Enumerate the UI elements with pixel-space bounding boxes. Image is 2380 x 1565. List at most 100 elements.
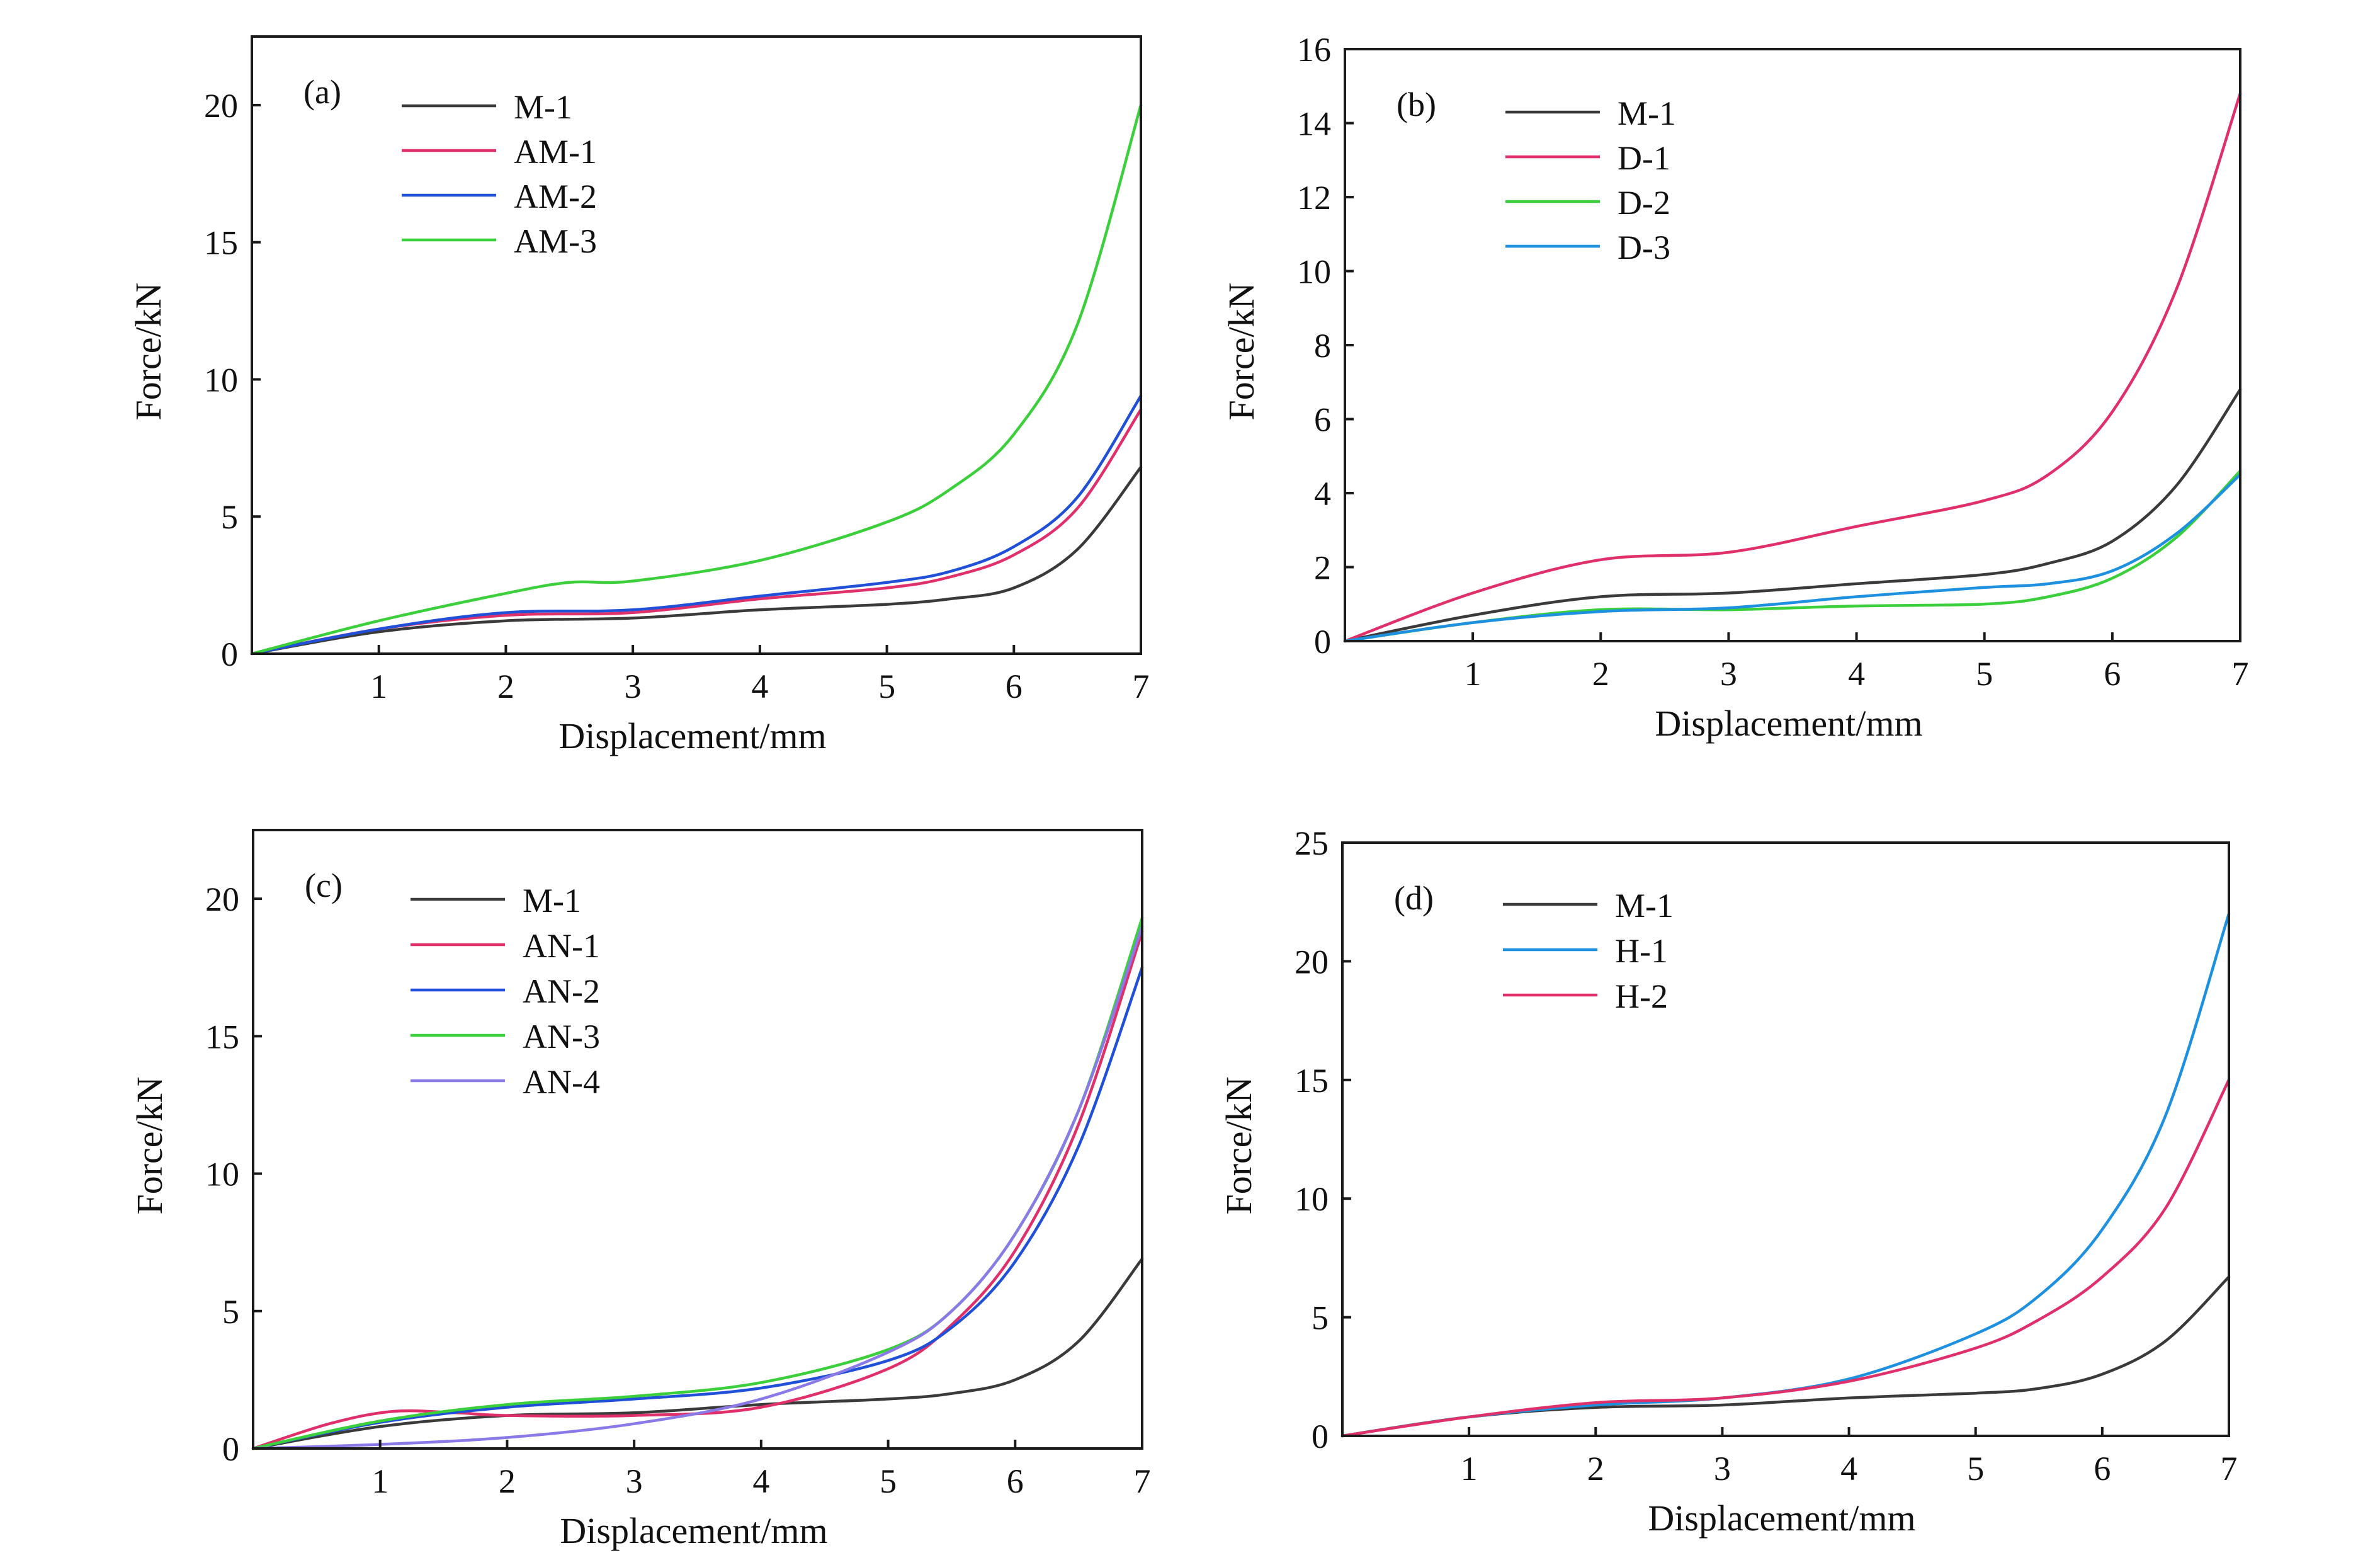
legend: M-1 AM-1 AM-2 AM-3 [402,88,597,260]
y-tick-label: 0 [222,1430,239,1468]
series-line-an-1 [251,930,1144,1450]
chart-panel-b: 1 2 3 4 5 6 70246810121416Displacement/mmForce… [1221,31,2249,744]
x-tick-label: 5 [878,668,895,705]
y-axis-title: Force/kN [128,282,169,420]
x-axis-title: Displacement/mm [1655,703,1922,744]
legend-label-an-2: AN-2 [523,972,600,1010]
y-tick-label: 6 [1314,401,1331,439]
x-tick-label: 4 [752,1462,769,1500]
y-tick-label: 15 [205,1018,239,1056]
legend: M-1 H-1 H-2 [1503,887,1674,1015]
x-tick-label: 6 [2094,1450,2111,1488]
series-line-an-3 [251,916,1144,1450]
series-line-am-1 [250,408,1143,656]
panel-label: (c) [305,867,343,904]
y-tick-label: 15 [204,224,238,262]
x-tick-label: 2 [497,668,514,705]
y-tick-label: 10 [204,361,238,399]
y-tick-label: 15 [1295,1062,1329,1100]
y-axis-title: Force/kN [1218,1076,1259,1214]
series-line-m-1 [1340,1275,2231,1438]
legend-label-an-3: AN-3 [523,1018,600,1056]
y-tick-label: 8 [1314,327,1331,365]
y-tick-label: 16 [1297,31,1331,69]
y-tick-label: 5 [221,498,238,536]
x-tick-label: 3 [625,668,642,705]
y-tick-label: 10 [1297,253,1331,291]
chart-panel-a: 1 2 3 4 5 6 7 0 5 10 15 20 Displacement/mm Force/kN (a… [128,35,1150,756]
y-tick-label: 14 [1297,105,1331,143]
series-line-an-4 [251,925,1144,1450]
x-tick-label: 3 [626,1462,643,1500]
y-tick-label: 10 [205,1156,239,1193]
series-line-an-2 [251,965,1144,1450]
legend-label-an-1: AN-1 [523,927,600,965]
y-tick-label: 5 [1312,1299,1329,1337]
legend-label-an-4: AN-4 [523,1063,600,1101]
plot-frame [251,35,1142,655]
plot-frame [1344,48,2241,642]
series-line-h-2 [1340,1078,2231,1438]
x-tick-label: 4 [1840,1450,1857,1488]
x-tick-label: 6 [1007,1462,1024,1500]
series-line-am-2 [250,394,1143,656]
series-line-m-1 [251,1257,1144,1450]
y-axis-title: Force/kN [129,1076,170,1214]
legend-label-h-2: H-2 [1615,977,1668,1015]
y-tick-label: 0 [1312,1418,1329,1455]
x-tick-label: 7 [1133,668,1150,705]
series-line-d-2 [1343,469,2242,643]
plot-frame [252,829,1143,1450]
x-tick-label: 7 [2221,1450,2238,1488]
panel-label: (a) [303,73,341,111]
panel-label: (d) [1394,879,1434,917]
legend-label-h-1: H-1 [1615,932,1668,970]
x-tick-label: 1 [1465,655,1482,693]
y-tick-label: 20 [1295,943,1329,981]
x-tick-label: 1 [1461,1450,1478,1488]
plot-frame [1341,841,2230,1437]
x-tick-label: 3 [1714,1450,1731,1488]
y-tick-label: 25 [1295,824,1329,862]
panel-label: (b) [1397,86,1436,123]
series-line-h-1 [1340,912,2231,1438]
x-tick-label: 3 [1720,655,1737,693]
x-tick-label: 7 [1134,1462,1151,1500]
series-line-d-1 [1343,92,2242,643]
x-tick-label: 2 [499,1462,516,1500]
legend-label-m-1: M-1 [1615,887,1674,925]
y-tick-label: 5 [222,1293,239,1331]
x-tick-label: 6 [1006,668,1023,705]
y-tick-label: 20 [204,87,238,125]
y-tick-label: 0 [1314,623,1331,661]
x-tick-label: 4 [1848,655,1865,693]
legend: M-1 D-1 D-2 D-3 [1505,94,1676,266]
series-line-m-1 [250,465,1143,656]
series-line-m-1 [1343,388,2242,643]
legend-label-m-1: M-1 [1618,94,1676,132]
legend-label-d-2: D-2 [1618,184,1670,222]
x-tick-label: 1 [371,1462,388,1500]
x-tick-label: 2 [1587,1450,1604,1488]
legend-label-m-1: M-1 [523,882,581,919]
x-tick-label: 5 [1976,655,1993,693]
y-tick-label: 20 [205,880,239,918]
legend-label-m-1: M-1 [514,88,572,126]
legend-label-d-3: D-3 [1618,229,1670,266]
y-tick-label: 10 [1295,1180,1329,1218]
series-line-am-3 [250,103,1143,656]
x-tick-label: 5 [1967,1450,1984,1488]
x-axis-title: Displacement/mm [1648,1498,1915,1539]
legend: M-1 AN-1 AN-2 AN-3 AN-4 [411,882,600,1101]
x-tick-label: 4 [751,668,768,705]
legend-label-am-2: AM-2 [514,178,597,215]
x-tick-label: 5 [880,1462,897,1500]
x-tick-label: 6 [2104,655,2121,693]
legend-label-am-1: AM-1 [514,133,597,171]
y-tick-label: 2 [1314,549,1331,587]
y-axis-title: Force/kN [1221,282,1262,420]
x-tick-label: 2 [1592,655,1609,693]
x-axis-title: Displacement/mm [560,1510,827,1551]
x-axis-title: Displacement/mm [558,715,826,756]
